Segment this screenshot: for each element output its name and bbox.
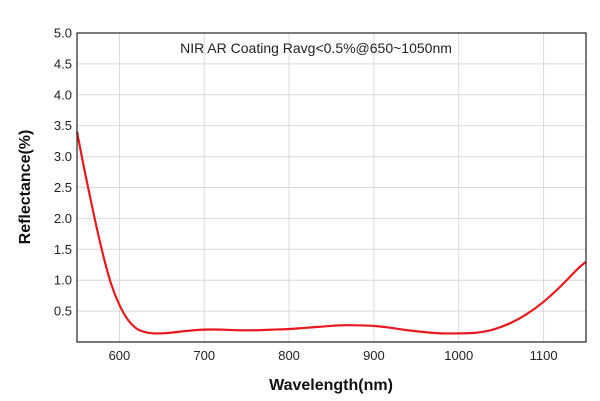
x-tick-label: 1100 bbox=[530, 348, 558, 363]
x-tick-label: 600 bbox=[109, 348, 131, 363]
x-tick-label: 1000 bbox=[444, 348, 473, 363]
y-tick-label: 5.0 bbox=[54, 26, 72, 41]
y-tick-label: 2.5 bbox=[54, 180, 72, 195]
y-tick-label: 0.5 bbox=[54, 304, 72, 319]
y-axis-title: Reflectance(%) bbox=[17, 130, 34, 245]
plot-frame bbox=[76, 32, 587, 343]
y-tick-label: 1.5 bbox=[54, 242, 72, 257]
chart-annotation: NIR AR Coating Ravg<0.5%@650~1050nm bbox=[180, 40, 452, 56]
x-tick-label: 900 bbox=[363, 348, 385, 363]
y-tick-labels: 0.5 1.0 1.5 2.0 2.5 3.0 3.5 4.0 4.5 5.0 bbox=[54, 26, 72, 319]
x-tick-labels: 600 700 800 900 1000 1100 bbox=[109, 348, 558, 363]
y-tick-label: 4.0 bbox=[54, 87, 72, 102]
x-tick-label: 800 bbox=[278, 348, 300, 363]
y-tick-label: 1.0 bbox=[54, 273, 72, 288]
x-axis-title: Wavelength(nm) bbox=[269, 377, 393, 394]
x-tick-label: 700 bbox=[193, 348, 215, 363]
y-tick-label: 3.0 bbox=[54, 149, 72, 164]
grid-lines bbox=[77, 32, 586, 342]
y-tick-label: 3.5 bbox=[54, 118, 72, 133]
y-tick-label: 2.0 bbox=[54, 211, 72, 226]
series-layer bbox=[75, 131, 587, 335]
reflectance-line bbox=[75, 131, 587, 335]
y-tick-label: 4.5 bbox=[54, 56, 72, 71]
